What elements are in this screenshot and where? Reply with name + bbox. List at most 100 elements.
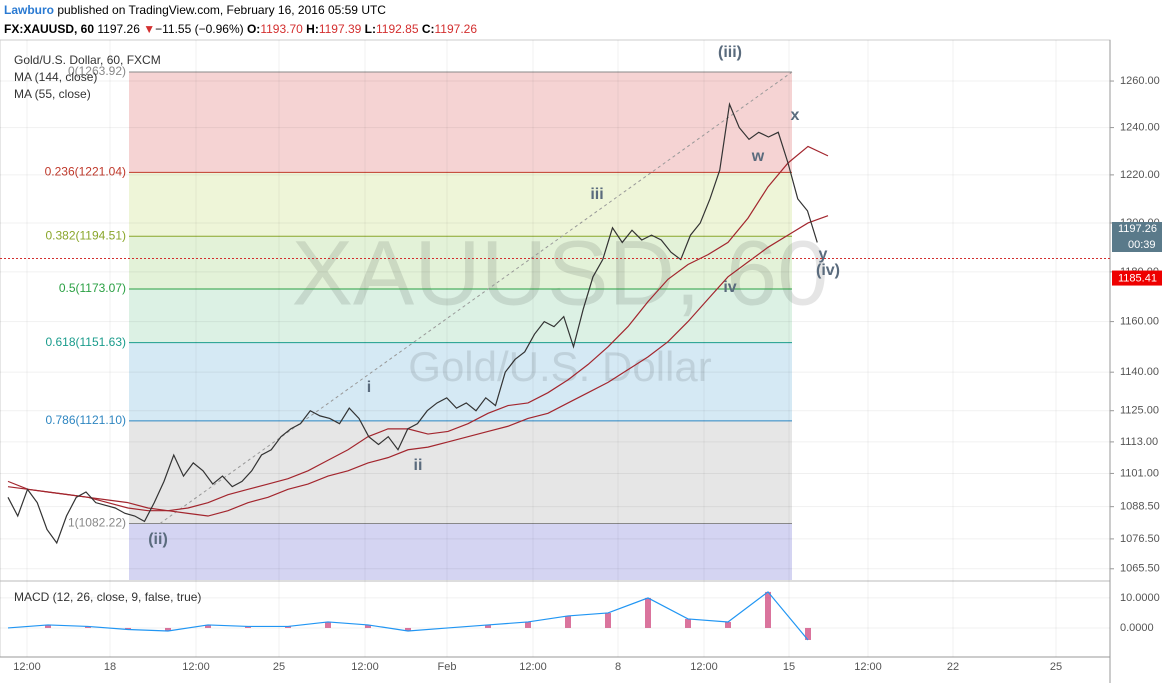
y-tick-label: 1076.50 — [1120, 533, 1160, 545]
y-tick-label: 1113.00 — [1120, 436, 1158, 448]
legend-text: MA (144, close) — [14, 70, 97, 84]
macd-bar — [165, 627, 171, 631]
watermark: Gold/U.S. Dollar — [408, 343, 711, 390]
macd-bar — [525, 621, 531, 628]
author[interactable]: Lawburo — [4, 3, 54, 17]
x-tick-label: 18 — [104, 661, 116, 673]
y-tick-label: 0.0000 — [1120, 622, 1154, 634]
wave-label: iv — [723, 279, 736, 296]
fib-zone — [129, 420, 792, 524]
wave-label: ii — [414, 457, 423, 474]
macd-bar — [405, 627, 411, 631]
y-tick-label: 1140.00 — [1120, 366, 1159, 378]
close: 1197.26 — [434, 22, 478, 36]
y-tick-label: 1088.50 — [1120, 501, 1160, 513]
x-tick-label: 12:00 — [519, 661, 547, 673]
x-tick-label: 25 — [273, 661, 285, 673]
macd-bar — [645, 597, 651, 628]
x-tick-label: 15 — [783, 661, 795, 673]
macd-bar — [605, 612, 611, 628]
y-tick-label: 1160.00 — [1120, 315, 1159, 327]
y-tick-label: 1240.00 — [1120, 121, 1160, 133]
price-tag-text: 1185.41 — [1118, 272, 1157, 284]
x-tick-label: 25 — [1050, 661, 1062, 673]
macd-bar — [285, 626, 291, 628]
o-label: O: — [246, 22, 261, 36]
fib-zone — [129, 523, 792, 580]
x-tick-label: 12:00 — [690, 661, 718, 673]
fib-label: 1(1082.22) — [68, 516, 126, 530]
published: published on TradingView.com, February 1… — [54, 3, 386, 17]
y-tick-label: 1260.00 — [1120, 75, 1160, 87]
fib-label: 0.618(1151.63) — [45, 335, 126, 349]
fib-zone — [129, 288, 792, 343]
price-line — [7, 101, 818, 545]
y-tick-label: 10.0000 — [1120, 592, 1160, 604]
macd-bar — [45, 624, 51, 628]
wave-label: w — [751, 148, 765, 165]
price-tag-text: 1197.26 — [1118, 223, 1157, 235]
wave-label: iii — [590, 186, 603, 203]
quote-line: FX:XAUUSD, 60 1197.26 ▼−11.55 (−0.96%) O… — [4, 22, 477, 36]
wave-label: y — [819, 246, 828, 263]
low: 1192.85 — [376, 22, 419, 36]
arrow: ▼ — [143, 22, 156, 36]
last: 1197.26 — [97, 22, 140, 36]
open: 1193.70 — [260, 22, 303, 36]
macd-bar — [325, 621, 331, 628]
macd-bar — [805, 627, 811, 640]
symbol: FX:XAUUSD, 60 — [4, 22, 95, 36]
watermark: XAUUSD, 60 — [292, 222, 829, 324]
fib-label: 0.786(1121.10) — [45, 413, 126, 427]
y-tick-label: 1220.00 — [1120, 169, 1160, 181]
macd-bar — [485, 624, 491, 628]
macd-bar — [765, 591, 771, 628]
x-tick-label: 22 — [947, 661, 959, 673]
fib-zone — [129, 342, 792, 421]
macd-bar — [365, 624, 371, 628]
fib-label: 0.236(1221.04) — [45, 165, 126, 179]
header-line: Lawburo published on TradingView.com, Fe… — [4, 3, 386, 17]
legend-text: Gold/U.S. Dollar, 60, FXCM — [14, 53, 161, 67]
macd-bar — [725, 621, 731, 628]
x-tick-label: 12:00 — [351, 661, 379, 673]
macd-label: MACD (12, 26, close, 9, false, true) — [14, 590, 201, 604]
ma-144-line — [7, 215, 829, 517]
price-tag — [1112, 222, 1162, 252]
ma-55-line — [7, 145, 829, 512]
x-tick-label: 12:00 — [13, 661, 41, 673]
fib-zone — [129, 236, 792, 289]
macd-bar — [125, 627, 131, 630]
fib-label: 0.5(1173.07) — [59, 281, 126, 295]
h-label: H: — [306, 22, 319, 36]
fib-label: 0.382(1194.51) — [45, 228, 126, 242]
macd-bar — [85, 626, 91, 628]
macd-bar — [245, 626, 251, 628]
macd-bar — [205, 624, 211, 628]
c-label: C: — [421, 22, 435, 36]
x-tick-label: 8 — [615, 661, 621, 673]
fib-zone — [129, 71, 792, 173]
macd-line — [7, 591, 809, 641]
fib-label: 0(1263.92) — [68, 64, 126, 78]
y-tick-label: 1065.50 — [1120, 563, 1160, 575]
high: 1197.39 — [318, 22, 362, 36]
macd-bar — [685, 618, 691, 628]
price-tag — [1112, 270, 1162, 286]
x-tick-label: Feb — [438, 661, 457, 673]
y-tick-label: 1125.00 — [1120, 405, 1159, 417]
price-tag-text: 00:39 — [1128, 239, 1156, 251]
wave-label: (iii) — [718, 44, 742, 61]
fib-zone — [129, 172, 792, 237]
y-tick-label: 1101.00 — [1120, 467, 1159, 479]
x-tick-label: 12:00 — [182, 661, 210, 673]
wave-label: (ii) — [148, 531, 168, 548]
wave-label: x — [791, 107, 800, 124]
macd-bar — [565, 615, 571, 628]
change: −11.55 (−0.96%) — [155, 22, 244, 36]
legend-text: MA (55, close) — [14, 87, 91, 101]
wave-label: i — [367, 379, 371, 396]
x-tick-label: 12:00 — [854, 661, 882, 673]
